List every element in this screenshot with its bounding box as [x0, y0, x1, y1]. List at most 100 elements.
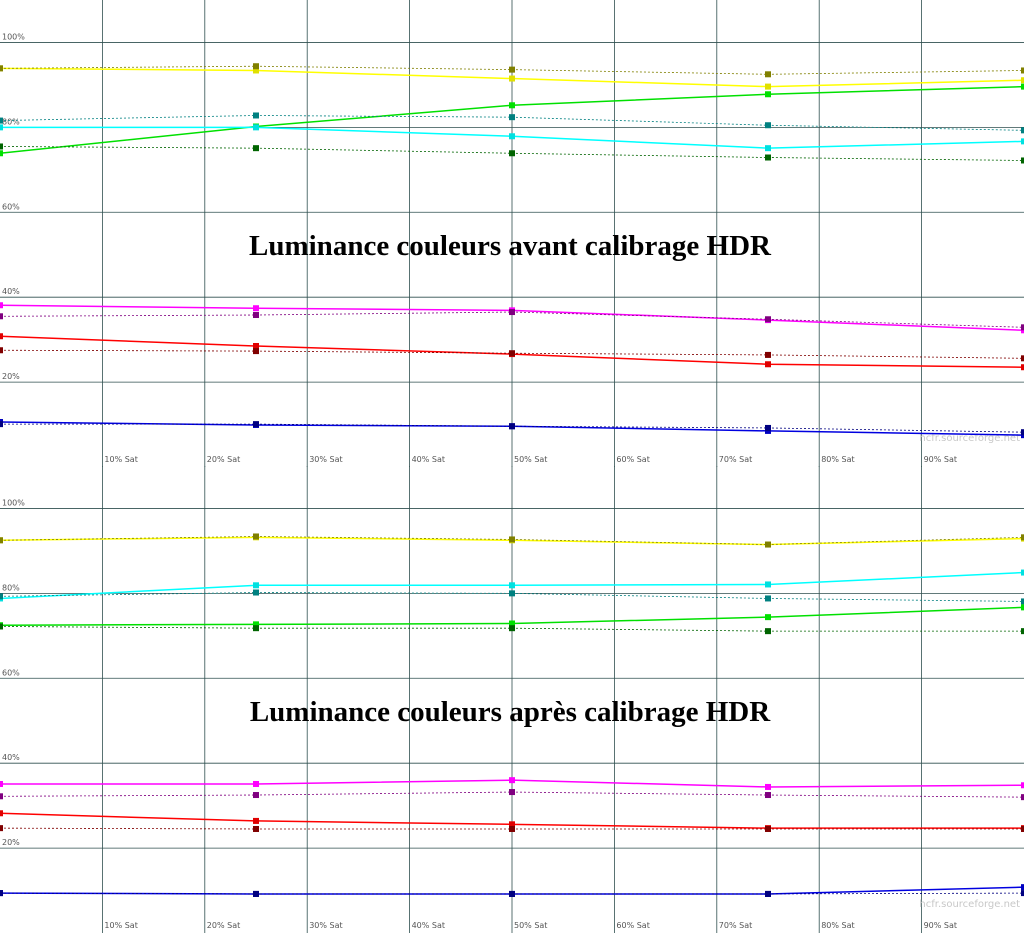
- data-point: [253, 421, 259, 428]
- data-point: [0, 537, 3, 544]
- data-point: [253, 67, 259, 74]
- data-point: [0, 421, 3, 428]
- x-tick-label: 50% Sat: [514, 455, 547, 464]
- y-tick-label: 100%: [2, 498, 25, 507]
- data-point: [0, 150, 3, 157]
- watermark: hcfr.sourceforge.net: [919, 433, 1020, 444]
- data-point: [253, 625, 259, 632]
- x-tick-label: 90% Sat: [924, 921, 957, 930]
- x-tick-label: 60% Sat: [616, 455, 649, 464]
- data-point: [0, 825, 3, 832]
- data-point: [765, 595, 771, 602]
- data-point: [0, 347, 3, 354]
- data-point: [509, 133, 515, 140]
- watermark: hcfr.sourceforge.net: [919, 899, 1020, 910]
- y-tick-label: 60%: [2, 668, 20, 677]
- data-point: [0, 810, 3, 817]
- x-tick-label: 90% Sat: [924, 455, 957, 464]
- data-point: [1021, 429, 1024, 436]
- data-point: [765, 71, 771, 78]
- data-point: [1021, 569, 1024, 576]
- data-point: [0, 793, 3, 800]
- data-point: [765, 783, 771, 790]
- data-point: [509, 890, 515, 897]
- data-point: [509, 536, 515, 543]
- data-point: [0, 143, 3, 150]
- y-tick-label: 40%: [2, 287, 20, 296]
- x-tick-label: 30% Sat: [309, 921, 342, 930]
- data-point: [1021, 890, 1024, 897]
- data-point: [509, 625, 515, 632]
- data-point: [1021, 324, 1024, 331]
- data-point: [765, 581, 771, 588]
- data-point: [509, 777, 515, 784]
- y-tick-label: 100%: [2, 32, 25, 41]
- data-point: [765, 825, 771, 832]
- data-point: [1021, 598, 1024, 605]
- data-point: [765, 83, 771, 90]
- data-point: [253, 780, 259, 787]
- data-point: [1021, 364, 1024, 371]
- data-point: [0, 593, 3, 600]
- data-point: [1021, 127, 1024, 134]
- chart-title: Luminance couleurs après calibrage HDR: [250, 696, 771, 728]
- data-point: [1021, 83, 1024, 90]
- data-point: [0, 333, 3, 340]
- data-point: [0, 65, 3, 72]
- data-point: [509, 620, 515, 627]
- x-tick-label: 20% Sat: [207, 455, 240, 464]
- data-point: [1021, 782, 1024, 789]
- x-tick-label: 10% Sat: [104, 455, 137, 464]
- data-point: [253, 112, 259, 119]
- data-point: [509, 821, 515, 828]
- data-point: [0, 623, 3, 630]
- data-point: [509, 350, 515, 357]
- data-point: [765, 154, 771, 161]
- x-tick-label: 70% Sat: [719, 921, 752, 930]
- x-tick-label: 40% Sat: [412, 455, 445, 464]
- data-point: [253, 145, 259, 152]
- data-point: [509, 423, 515, 430]
- data-point: [0, 124, 3, 131]
- data-point: [765, 541, 771, 548]
- data-point: [509, 150, 515, 157]
- data-point: [1021, 628, 1024, 635]
- data-point: [0, 890, 3, 897]
- data-point: [765, 424, 771, 431]
- data-point: [253, 312, 259, 319]
- data-point: [253, 825, 259, 832]
- data-point: [1021, 884, 1024, 891]
- data-point: [509, 102, 515, 109]
- data-point: [1021, 157, 1024, 164]
- y-tick-label: 40%: [2, 753, 20, 762]
- data-point: [765, 122, 771, 129]
- data-point: [765, 361, 771, 368]
- chart-title: Luminance couleurs avant calibrage HDR: [249, 230, 772, 262]
- data-point: [509, 825, 515, 832]
- x-tick-label: 80% Sat: [821, 455, 854, 464]
- x-tick-label: 20% Sat: [207, 921, 240, 930]
- data-point: [509, 309, 515, 316]
- data-point: [1021, 794, 1024, 801]
- x-tick-label: 40% Sat: [412, 921, 445, 930]
- data-point: [765, 890, 771, 897]
- data-point: [253, 533, 259, 540]
- data-point: [765, 316, 771, 323]
- data-point: [1021, 534, 1024, 541]
- y-tick-label: 20%: [2, 372, 20, 381]
- data-point: [253, 348, 259, 355]
- x-tick-label: 10% Sat: [104, 921, 137, 930]
- data-point: [509, 789, 515, 796]
- data-point: [0, 313, 3, 320]
- x-tick-label: 80% Sat: [821, 921, 854, 930]
- data-point: [253, 890, 259, 897]
- data-point: [0, 780, 3, 787]
- data-point: [509, 114, 515, 121]
- data-point: [765, 145, 771, 152]
- data-point: [253, 817, 259, 824]
- data-point: [253, 124, 259, 131]
- data-point: [1021, 138, 1024, 145]
- data-point: [1021, 604, 1024, 611]
- data-point: [765, 628, 771, 635]
- data-point: [509, 582, 515, 589]
